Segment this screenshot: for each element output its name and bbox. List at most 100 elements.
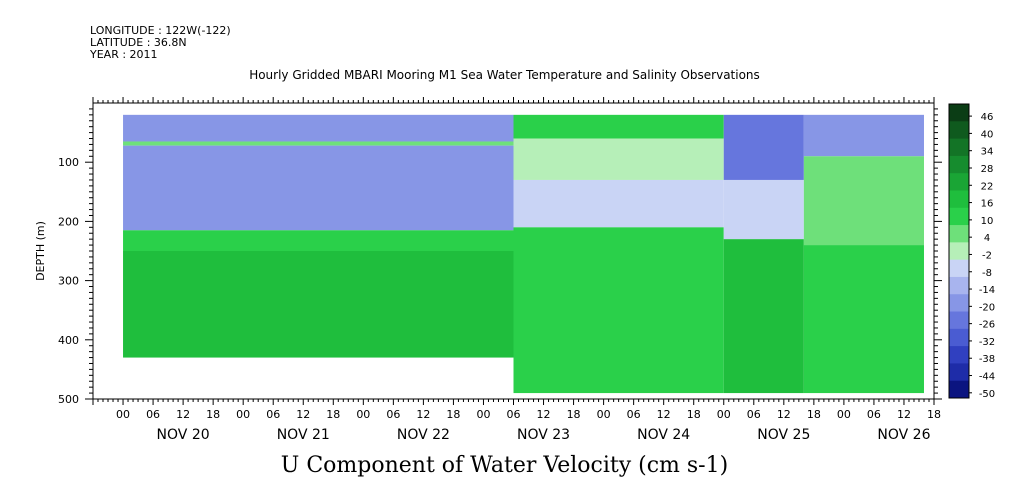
colorbar-swatch: [949, 121, 969, 140]
x-tick-label: 18: [927, 408, 941, 421]
colorbar-swatch: [949, 328, 969, 347]
x-day-label: NOV 25: [757, 427, 810, 443]
colorbar-label: 22: [981, 181, 994, 192]
heatmap-cell: [723, 179, 804, 240]
colorbar: 46 40 34 28 22 16 10 4 -2 -8 -14 -20 -26 -32 -38 -44 -50: [948, 103, 995, 400]
x-tick-label: 06: [507, 408, 521, 421]
x-tick-label: 06: [386, 408, 400, 421]
colorbar-label: -50: [979, 389, 995, 400]
heatmap-cell: [803, 114, 924, 157]
x-day-label: NOV 26: [877, 427, 930, 443]
heatmap-cell: [803, 156, 924, 246]
x-tick-label: 18: [687, 408, 701, 421]
heatmap-cell: [123, 145, 514, 231]
x-tick-label: 12: [176, 408, 190, 421]
x-tick-label: 12: [416, 408, 430, 421]
x-tick-label: 12: [537, 408, 551, 421]
y-tick-label: 400: [58, 334, 79, 347]
colorbar-label: 46: [981, 112, 994, 123]
heatmap-cell: [123, 251, 514, 358]
x-tick-label: 00: [717, 408, 731, 421]
latitude-label: LATITUDE : 36.8N: [90, 36, 187, 49]
x-day-label: NOV 22: [397, 427, 450, 443]
heatmap-cell: [513, 179, 724, 228]
colorbar-swatch: [949, 242, 969, 261]
x-day-label: NOV 24: [637, 427, 690, 443]
x-tick-label: 06: [867, 408, 881, 421]
x-tick-label: 18: [206, 408, 220, 421]
colorbar-swatch: [949, 294, 969, 313]
x-tick-label: 06: [747, 408, 761, 421]
colorbar-swatch: [949, 311, 969, 330]
chart-title: Hourly Gridded MBARI Mooring M1 Sea Wate…: [249, 68, 760, 82]
heatmap-cell: [513, 227, 724, 394]
colorbar-label: -38: [979, 354, 995, 365]
colorbar-swatch: [949, 363, 969, 382]
x-tick-label: 12: [657, 408, 671, 421]
year-label: YEAR : 2011: [90, 48, 158, 61]
x-tick-label: 06: [627, 408, 641, 421]
x-tick-label: 06: [266, 408, 280, 421]
y-axis: 100 200 300 400 500: [58, 108, 942, 406]
colorbar-label: -8: [982, 268, 992, 279]
x-tick-label: 18: [807, 408, 821, 421]
y-tick-label: 200: [58, 215, 79, 228]
colorbar-label: -32: [979, 337, 995, 348]
x-tick-label: 12: [897, 408, 911, 421]
colorbar-swatch: [949, 225, 969, 243]
colorbar-swatch: [949, 259, 969, 278]
variable-label: U Component of Water Velocity (cm s-1): [280, 453, 729, 478]
colorbar-swatch: [949, 380, 969, 399]
colorbar-swatch: [949, 276, 969, 295]
colorbar-swatch: [949, 138, 969, 157]
colorbar-label: 16: [981, 199, 994, 210]
x-tick-label: 00: [236, 408, 250, 421]
colorbar-frame: [948, 103, 970, 399]
longitude-label: LONGITUDE : 122W(-122): [90, 24, 231, 37]
heatmap-cell: [123, 114, 514, 142]
y-axis-label: DEPTH (m): [34, 221, 47, 281]
x-day-label: NOV 23: [517, 427, 570, 443]
x-tick-label: 00: [356, 408, 370, 421]
colorbar-label: -26: [979, 320, 995, 331]
colorbar-swatch: [949, 190, 969, 209]
colorbar-label: 40: [981, 129, 994, 140]
colorbar-label: -14: [979, 285, 995, 296]
colorbar-label: -2: [982, 250, 992, 261]
x-axis: 00 06 12 18 00 06 12 18 00 06 12 18 00 06 12 18 00 06 12 18…: [92, 97, 941, 443]
x-tick-label: 00: [476, 408, 490, 421]
y-tick-label: 500: [58, 393, 79, 406]
colorbar-swatch: [949, 104, 969, 122]
x-tick-label: 12: [296, 408, 310, 421]
x-tick-label: 18: [326, 408, 340, 421]
y-tick-label: 300: [58, 275, 79, 288]
colorbar-label: -20: [979, 302, 995, 313]
colorbar-swatch: [949, 155, 969, 174]
heatmap-cell: [513, 138, 724, 180]
heatmap-cell: [723, 114, 804, 180]
x-tick-label: 18: [567, 408, 581, 421]
colorbar-label: 10: [981, 216, 994, 227]
colorbar-label: 4: [984, 233, 990, 244]
colorbar-label: 28: [981, 164, 994, 175]
x-tick-label: 18: [446, 408, 460, 421]
x-day-label: NOV 20: [157, 427, 210, 443]
x-tick-label: 12: [777, 408, 791, 421]
colorbar-swatch: [949, 207, 969, 226]
colorbar-label: -44: [979, 372, 995, 383]
heatmap-cell: [803, 245, 924, 394]
x-tick-label: 00: [837, 408, 851, 421]
heatmap-cells: [123, 114, 924, 394]
x-day-label: NOV 21: [277, 427, 330, 443]
heatmap-cell: [123, 141, 514, 146]
y-tick-label: 100: [58, 156, 79, 169]
x-tick-label: 00: [597, 408, 611, 421]
x-tick-label: 06: [146, 408, 160, 421]
heatmap-cell: [723, 239, 804, 394]
colorbar-label: 34: [981, 147, 994, 158]
colorbar-swatch: [949, 346, 969, 364]
colorbar-swatch: [949, 173, 969, 191]
heatmap-cell: [123, 230, 514, 251]
x-tick-label: 00: [116, 408, 130, 421]
